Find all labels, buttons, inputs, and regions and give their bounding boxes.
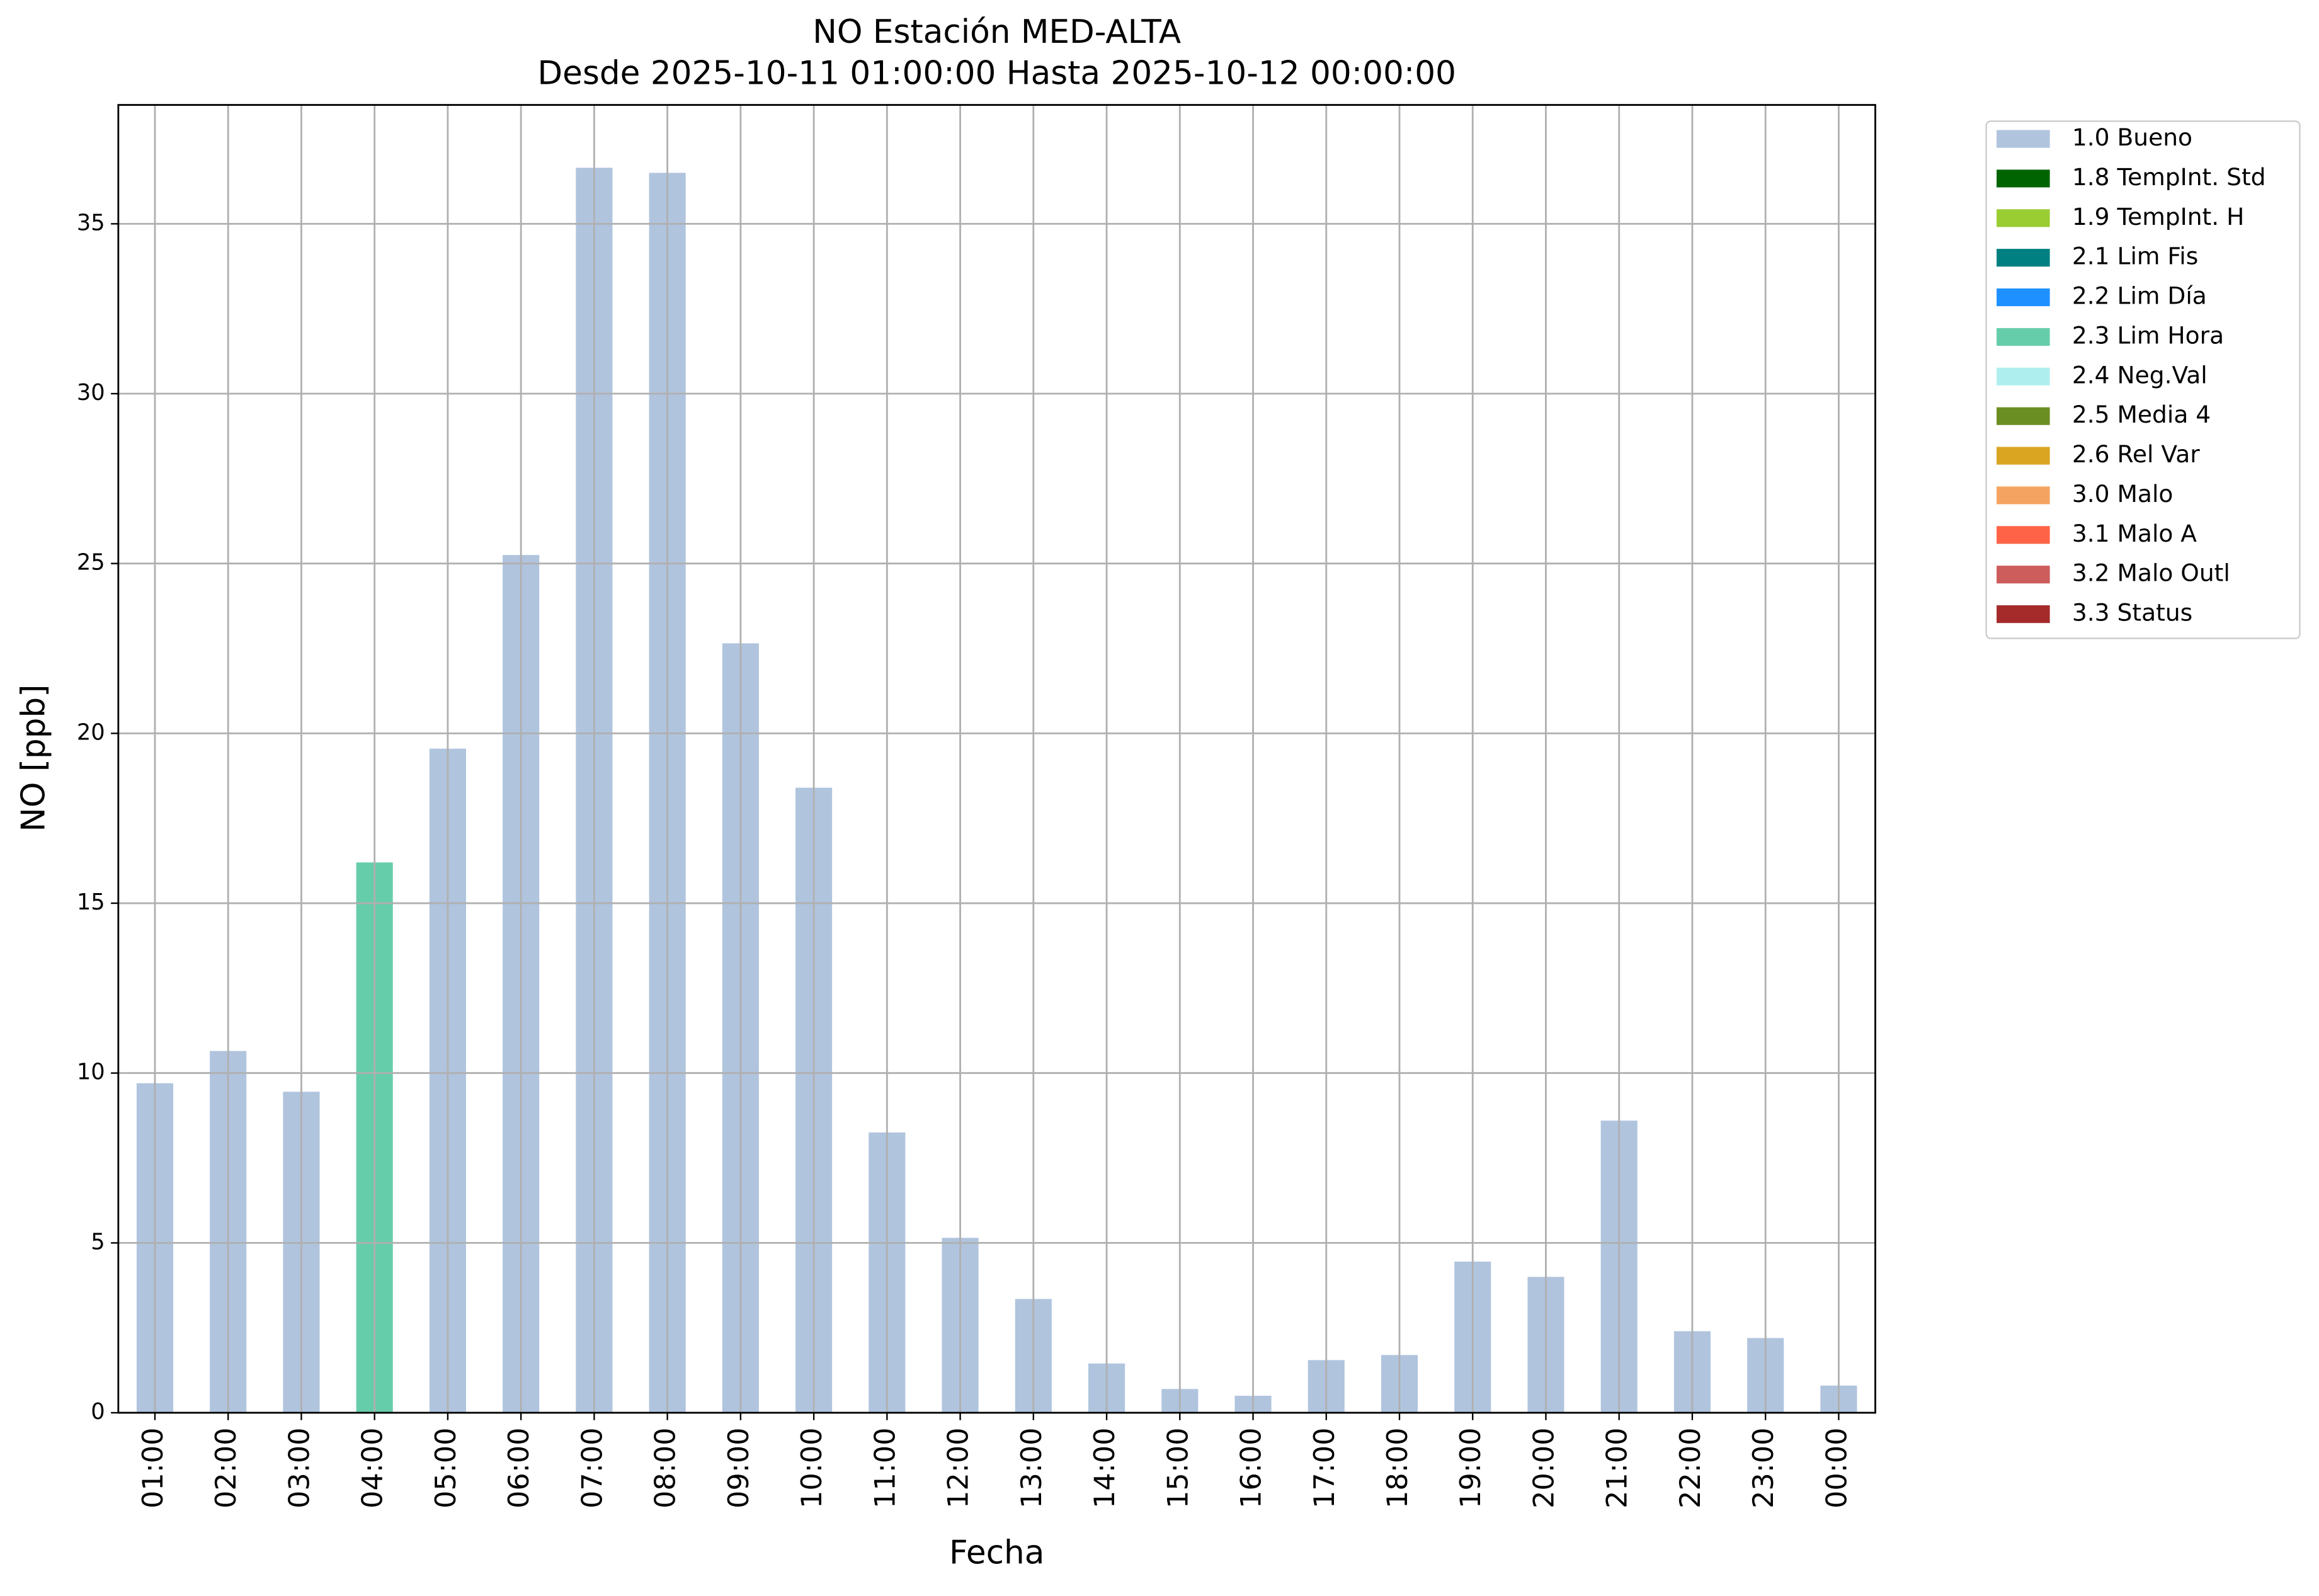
legend-label: 2.2 Lim Día [2072, 282, 2207, 310]
legend-label: 3.1 Malo A [2072, 520, 2197, 547]
legend-swatch [1997, 566, 2050, 584]
x-tick-label: 15:00 [1161, 1428, 1194, 1508]
x-tick-label: 16:00 [1235, 1428, 1268, 1508]
x-tick-label: 14:00 [1088, 1428, 1121, 1508]
chart-title: NO Estación MED-ALTA [812, 13, 1181, 51]
y-tick-label: 30 [77, 380, 105, 406]
x-tick-label: 21:00 [1601, 1428, 1634, 1508]
legend-label: 3.3 Status [2072, 599, 2192, 627]
legend-swatch [1997, 328, 2050, 346]
legend: 1.0 Bueno 1.8 TempInt. Std 1.9 TempInt. H 2… [1985, 120, 2301, 639]
y-tick-label: 20 [77, 719, 105, 745]
legend-swatch [1997, 605, 2050, 624]
x-tick-label: 09:00 [722, 1428, 755, 1508]
x-tick-label: 01:00 [137, 1428, 169, 1508]
legend-swatch [1997, 130, 2050, 148]
legend-label: 2.6 Rel Var [2072, 440, 2200, 468]
legend-frame [1985, 120, 2301, 639]
x-tick-label: 17:00 [1308, 1428, 1341, 1508]
x-tick-label: 20:00 [1527, 1428, 1560, 1508]
legend-swatch [1997, 526, 2050, 544]
x-tick-label: 06:00 [503, 1428, 535, 1508]
legend-label: 3.0 Malo [2072, 480, 2174, 508]
legend-swatch [1997, 288, 2050, 307]
plot-frame [117, 104, 1876, 1414]
x-tick-label: 11:00 [869, 1428, 901, 1508]
x-tick-label: 08:00 [649, 1428, 682, 1508]
legend-label: 1.8 TempInt. Std [2072, 163, 2266, 191]
x-tick-label: 00:00 [1820, 1428, 1853, 1508]
legend-label: 3.2 Malo Outl [2072, 559, 2230, 587]
y-tick-label: 5 [91, 1229, 105, 1255]
legend-label: 2.5 Media 4 [2072, 401, 2211, 428]
x-tick-label: 19:00 [1454, 1428, 1487, 1508]
legend-swatch [1997, 407, 2050, 425]
x-tick-label: 18:00 [1381, 1428, 1414, 1508]
x-tick-label: 03:00 [283, 1428, 316, 1508]
x-tick-label: 12:00 [942, 1428, 975, 1508]
x-tick-label: 22:00 [1674, 1428, 1707, 1508]
x-tick-label: 07:00 [576, 1428, 608, 1508]
legend-swatch [1997, 367, 2050, 385]
y-tick-label: 25 [77, 550, 105, 576]
chart-subtitle: Desde 2025-10-11 01:00:00 Hasta 2025-10-… [537, 55, 1456, 93]
x-axis-label: Fecha [949, 1534, 1044, 1571]
x-tick-label: 02:00 [210, 1428, 242, 1508]
legend-swatch [1997, 486, 2050, 504]
legend-label: 2.3 Lim Hora [2072, 321, 2224, 349]
legend-swatch [1997, 447, 2050, 465]
legend-swatch [1997, 209, 2050, 227]
x-tick-label: 05:00 [430, 1428, 462, 1508]
x-tick-label: 23:00 [1747, 1428, 1780, 1508]
y-tick-label: 15 [77, 889, 105, 915]
y-tick-label: 10 [77, 1059, 105, 1085]
legend-label: 1.0 Bueno [2072, 123, 2192, 151]
x-tick-label: 04:00 [356, 1428, 389, 1508]
x-tick-label: 13:00 [1015, 1428, 1048, 1508]
legend-swatch [1997, 249, 2050, 267]
y-axis-label: NO [ppb] [14, 685, 52, 832]
legend-label: 2.1 Lim Fis [2072, 242, 2198, 270]
legend-label: 1.9 TempInt. H [2072, 203, 2245, 231]
legend-label: 2.4 Neg.Val [2072, 361, 2208, 389]
y-tick-label: 0 [91, 1399, 105, 1425]
legend-swatch [1997, 169, 2050, 188]
y-tick-label: 35 [77, 210, 105, 236]
x-tick-label: 10:00 [795, 1428, 828, 1508]
